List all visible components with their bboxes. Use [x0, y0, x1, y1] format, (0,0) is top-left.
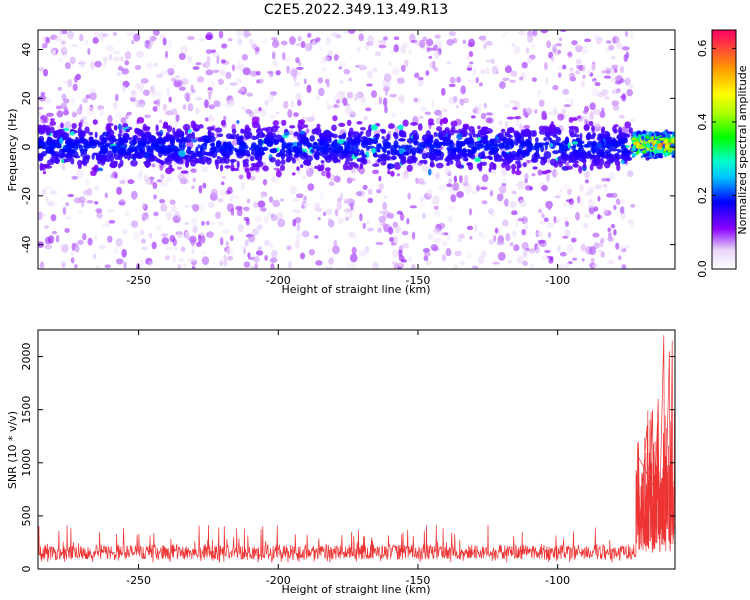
x-tick-label: -250 — [126, 274, 151, 287]
y-tick-label: 20 — [20, 91, 33, 105]
y-tick-label: -20 — [20, 187, 33, 205]
x-tick-label: -150 — [405, 274, 430, 287]
y-tick-label: -40 — [20, 236, 33, 254]
chart-title: C2E5.2022.349.13.49.R13 — [264, 2, 448, 18]
y-tick-label: 0 — [20, 566, 33, 573]
colorbar-tick-label: 0.2 — [696, 187, 709, 205]
y-tick-label: 1000 — [20, 449, 33, 477]
y-tick-label: 2000 — [20, 343, 33, 371]
spectrogram-xlabel: Height of straight line (km) — [281, 283, 430, 296]
x-tick-label: -200 — [266, 574, 291, 587]
y-tick-label: 500 — [20, 505, 33, 526]
snr-panel: -250 -200 -150 -100 0 500 1000 1500 2000 Height … — [6, 329, 676, 596]
x-tick-label: -100 — [545, 574, 570, 587]
x-tick-label: -100 — [545, 274, 570, 287]
colorbar-label: Normalized spectral amplitude — [736, 65, 749, 234]
colorbar-tick-label: 0.0 — [696, 260, 709, 278]
colorbar-gradient — [711, 29, 737, 270]
colorbar-tick-label: 0.6 — [696, 40, 709, 58]
y-tick-label: 0 — [20, 144, 33, 151]
spectrogram-frame — [37, 29, 676, 270]
colorbar: 0.0 0.2 0.4 0.6 Normalized spectral amplitu… — [696, 29, 749, 278]
snr-series-line — [38, 335, 675, 563]
snr-frame — [37, 329, 676, 570]
snr-ticks: -250 -200 -150 -100 0 500 1000 1500 2000 — [20, 330, 675, 587]
spectrogram-heatmap — [38, 30, 675, 269]
x-tick-label: -200 — [266, 274, 291, 287]
colorbar-tick-label: 0.4 — [696, 113, 709, 131]
colorbar-ticks: 0.0 0.2 0.4 0.6 — [696, 40, 736, 278]
y-tick-label: 40 — [20, 43, 33, 57]
spectrogram-ylabel: Frequency (Hz) — [6, 109, 19, 192]
snr-ylabel: SNR (10 * v/v) — [6, 411, 19, 489]
x-tick-label: -150 — [405, 574, 430, 587]
snr-xlabel: Height of straight line (km) — [281, 583, 430, 596]
y-tick-label: 1500 — [20, 396, 33, 424]
x-tick-label: -250 — [126, 574, 151, 587]
